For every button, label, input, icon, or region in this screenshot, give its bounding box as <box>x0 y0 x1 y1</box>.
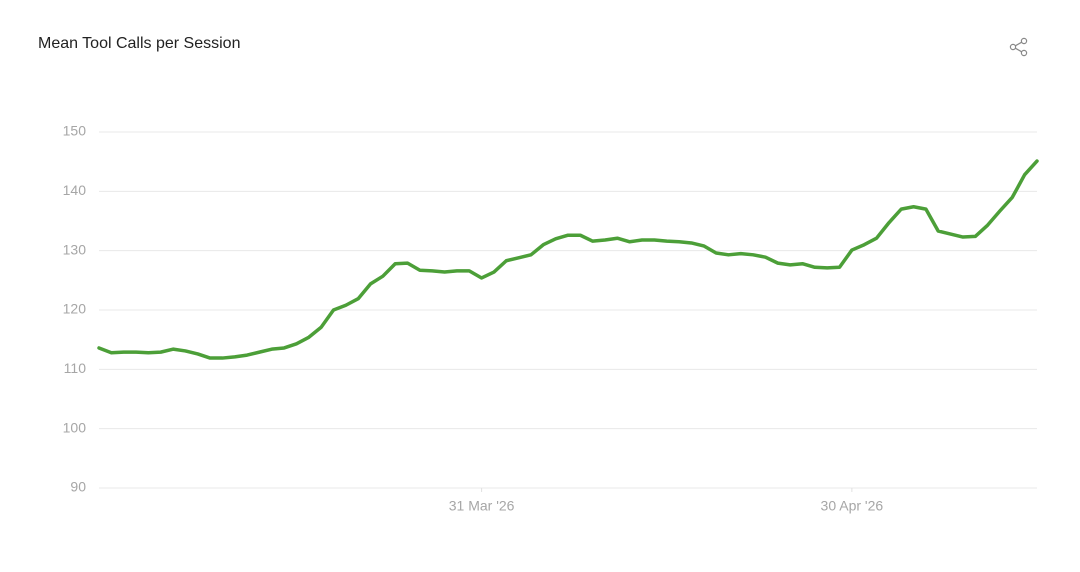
y-tick-label: 140 <box>63 182 87 198</box>
y-tick-label: 110 <box>64 360 87 376</box>
y-tick-label: 100 <box>63 419 87 435</box>
share-icon[interactable] <box>1009 37 1028 57</box>
y-tick-label: 90 <box>70 479 86 495</box>
data-line <box>97 159 1039 360</box>
y-tick-label: 130 <box>63 241 87 257</box>
y-tick-label: 120 <box>63 301 87 317</box>
chart-title: Mean Tool Calls per Session <box>38 35 240 52</box>
x-tick-label: 30 Apr '26 <box>821 498 884 514</box>
x-tick-label: 31 Mar '26 <box>449 498 515 514</box>
y-tick-label: 150 <box>63 123 87 139</box>
